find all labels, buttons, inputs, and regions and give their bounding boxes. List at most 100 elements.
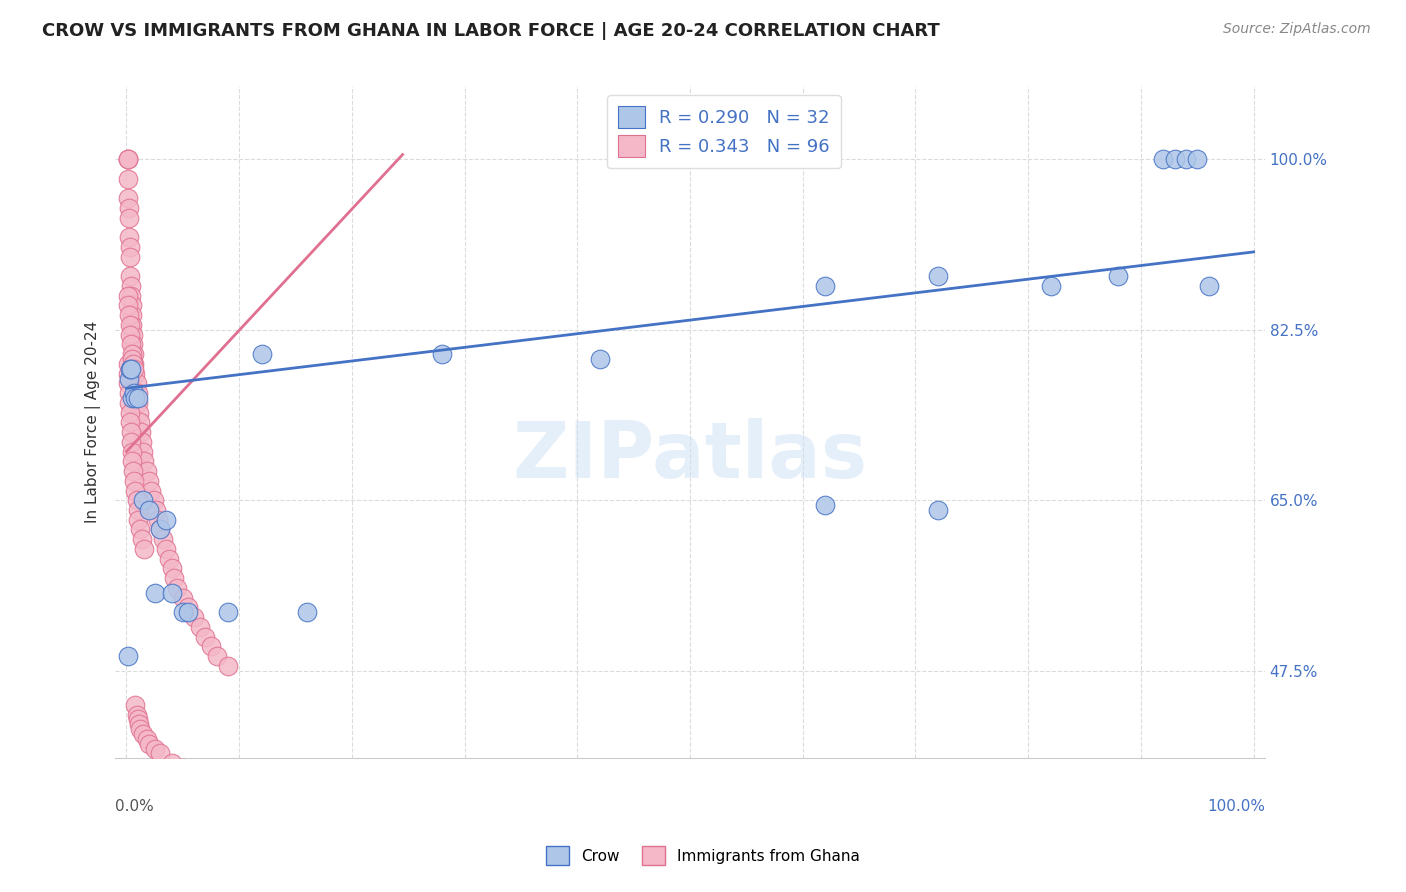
Point <box>183 610 205 624</box>
Point <box>155 513 177 527</box>
Text: Source: ZipAtlas.com: Source: ZipAtlas.com <box>1223 22 1371 37</box>
Point <box>295 605 318 619</box>
Point <box>118 240 141 254</box>
Point <box>122 357 145 371</box>
Point <box>125 376 148 391</box>
Point <box>118 230 141 244</box>
Point <box>1107 269 1129 284</box>
Point <box>121 444 143 458</box>
Point <box>118 250 141 264</box>
Point <box>217 605 239 619</box>
Legend: R = 0.290   N = 32, R = 0.343   N = 96: R = 0.290 N = 32, R = 0.343 N = 96 <box>607 95 841 169</box>
Point <box>117 367 139 381</box>
Point <box>132 493 155 508</box>
Point <box>1198 279 1220 293</box>
Point <box>121 308 143 322</box>
Point <box>163 571 186 585</box>
Point <box>177 600 200 615</box>
Point <box>118 406 141 420</box>
Point <box>1152 153 1174 167</box>
Point <box>118 308 141 322</box>
Point <box>146 513 169 527</box>
Point <box>155 541 177 556</box>
Point <box>1039 279 1062 293</box>
Point <box>217 658 239 673</box>
Point <box>125 707 148 722</box>
Point <box>118 386 141 401</box>
Point <box>124 698 146 712</box>
Point <box>122 327 145 342</box>
Point <box>124 367 146 381</box>
Point <box>430 347 453 361</box>
Point <box>200 640 222 654</box>
Point <box>127 503 149 517</box>
Point <box>117 357 139 371</box>
Point <box>160 586 183 600</box>
Point <box>131 533 153 547</box>
Point <box>120 434 142 449</box>
Point <box>120 425 142 439</box>
Point <box>121 318 143 332</box>
Point <box>128 717 150 731</box>
Point <box>120 361 142 376</box>
Point <box>228 780 250 795</box>
Point <box>124 386 146 401</box>
Point <box>131 434 153 449</box>
Point <box>124 483 146 498</box>
Point <box>132 727 155 741</box>
Point <box>118 361 141 376</box>
Legend: Crow, Immigrants from Ghana: Crow, Immigrants from Ghana <box>540 840 866 871</box>
Point <box>160 561 183 575</box>
Point <box>118 211 141 225</box>
Point <box>117 153 139 167</box>
Point <box>149 747 172 761</box>
Point <box>120 337 142 351</box>
Point <box>121 347 143 361</box>
Point <box>135 731 157 746</box>
Point <box>183 766 205 780</box>
Point <box>118 371 141 385</box>
Point <box>118 327 141 342</box>
Point <box>814 279 837 293</box>
Text: CROW VS IMMIGRANTS FROM GHANA IN LABOR FORCE | AGE 20-24 CORRELATION CHART: CROW VS IMMIGRANTS FROM GHANA IN LABOR F… <box>42 22 941 40</box>
Point <box>117 376 139 391</box>
Point <box>124 357 146 371</box>
Point <box>172 605 194 619</box>
Point <box>589 352 612 367</box>
Point <box>124 474 146 488</box>
Point <box>138 737 160 751</box>
Point <box>927 269 949 284</box>
Point <box>141 483 163 498</box>
Point <box>1175 153 1198 167</box>
Point <box>129 415 152 429</box>
Point <box>129 722 152 736</box>
Point <box>124 347 146 361</box>
Y-axis label: In Labor Force | Age 20-24: In Labor Force | Age 20-24 <box>86 321 101 524</box>
Point <box>143 586 166 600</box>
Point <box>124 361 146 376</box>
Point <box>117 289 139 303</box>
Point <box>118 269 141 284</box>
Point <box>1187 153 1209 167</box>
Point <box>117 153 139 167</box>
Point <box>132 444 155 458</box>
Point <box>121 298 143 312</box>
Point <box>149 523 172 537</box>
Point <box>138 503 160 517</box>
Point <box>129 523 152 537</box>
Point <box>157 551 180 566</box>
Point <box>135 464 157 478</box>
Point <box>194 630 217 644</box>
Point <box>117 298 139 312</box>
Point <box>127 396 149 410</box>
Point <box>118 201 141 215</box>
Point <box>142 493 165 508</box>
Point <box>160 756 183 771</box>
Point <box>134 541 156 556</box>
Point <box>177 605 200 619</box>
Point <box>118 396 141 410</box>
Point <box>122 464 145 478</box>
Point <box>127 386 149 401</box>
Point <box>205 649 228 664</box>
Point <box>127 513 149 527</box>
